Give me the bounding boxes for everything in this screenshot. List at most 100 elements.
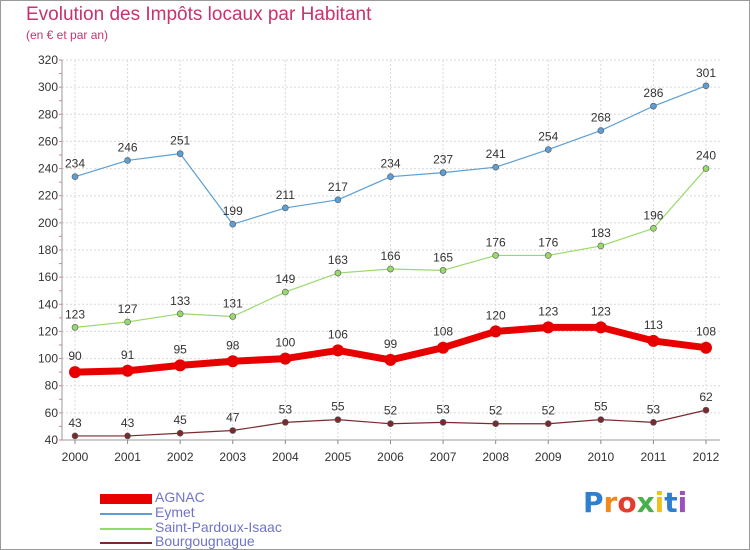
data-point-bourgougnague	[702, 406, 710, 414]
data-label-eymet: 237	[433, 153, 453, 167]
data-label-bourgougnague: 53	[436, 402, 450, 416]
data-label-agnac: 106	[328, 327, 348, 341]
y-tick-label: 140	[38, 297, 58, 311]
data-point-agnac	[69, 366, 81, 379]
data-label-bourgougnague: 55	[594, 400, 608, 414]
y-tick-label: 200	[38, 216, 58, 230]
data-point-agnac	[647, 334, 660, 347]
legend-label: Eymet	[155, 504, 195, 520]
y-tick-label: 100	[38, 352, 58, 366]
data-point-saint-pardoux-isaac	[71, 324, 79, 331]
data-point-agnac	[226, 355, 239, 368]
data-point-eymet	[71, 173, 79, 181]
legend-swatch	[100, 494, 152, 504]
y-tick-label: 160	[38, 270, 58, 284]
data-label-eymet: 251	[170, 134, 190, 148]
legend-swatch	[100, 513, 152, 515]
data-label-bourgougnague: 47	[226, 411, 240, 425]
data-label-eymet: 286	[643, 86, 663, 100]
data-point-saint-pardoux-isaac	[387, 265, 394, 273]
data-label-bourgougnague: 43	[68, 416, 82, 430]
data-point-agnac	[437, 341, 450, 354]
data-point-bourgougnague	[71, 432, 79, 440]
y-tick-label: 80	[45, 379, 59, 393]
data-label-bourgougnague: 52	[542, 404, 556, 418]
data-point-saint-pardoux-isaac	[439, 267, 447, 274]
data-point-bourgougnague	[597, 416, 605, 423]
data-point-eymet	[544, 146, 552, 153]
data-point-bourgougnague	[124, 432, 131, 440]
data-label-agnac: 95	[173, 342, 187, 356]
y-tick-label: 320	[38, 53, 58, 67]
data-point-bourgougnague	[387, 420, 394, 428]
data-point-eymet	[702, 82, 710, 90]
y-tick-label: 220	[38, 189, 58, 203]
data-point-eymet	[597, 127, 605, 134]
legend-swatch	[100, 542, 152, 544]
data-label-saint-pardoux-isaac: 123	[65, 307, 85, 321]
legend-label: Bourgougnague	[155, 533, 255, 549]
logo-letter: P	[583, 486, 604, 519]
x-tick-label: 2012	[693, 450, 720, 464]
data-label-agnac: 99	[384, 337, 398, 351]
data-label-bourgougnague: 43	[121, 416, 135, 430]
data-label-saint-pardoux-isaac: 165	[433, 250, 453, 264]
data-label-agnac: 91	[121, 348, 135, 362]
data-label-saint-pardoux-isaac: 127	[118, 302, 138, 316]
data-point-eymet	[124, 157, 131, 164]
data-point-agnac	[594, 321, 607, 334]
logo-letter: t	[664, 486, 678, 519]
data-label-eymet: 268	[591, 111, 611, 125]
x-tick-label: 2011	[641, 450, 667, 464]
data-point-eymet	[650, 102, 657, 110]
chart-subtitle: (en € et par an)	[26, 28, 109, 42]
data-label-bourgougnague: 53	[279, 402, 293, 416]
data-label-saint-pardoux-isaac: 176	[538, 235, 558, 249]
data-label-eymet: 241	[486, 147, 506, 161]
data-point-eymet	[387, 173, 394, 181]
data-point-eymet	[439, 169, 447, 176]
x-tick-label: 2009	[535, 450, 562, 464]
y-tick-label: 260	[38, 134, 58, 148]
data-label-eymet: 199	[223, 204, 243, 218]
data-point-bourgougnague	[650, 419, 657, 426]
data-label-agnac: 113	[644, 318, 663, 332]
data-point-bourgougnague	[544, 420, 552, 428]
data-label-eymet: 234	[380, 157, 400, 171]
logo-letter: i	[677, 486, 688, 519]
data-point-saint-pardoux-isaac	[597, 242, 605, 250]
data-label-bourgougnague: 53	[647, 402, 661, 416]
data-label-saint-pardoux-isaac: 240	[696, 149, 716, 163]
data-point-agnac	[174, 359, 187, 372]
data-point-saint-pardoux-isaac	[282, 288, 289, 296]
data-label-bourgougnague: 52	[489, 404, 503, 418]
data-point-bourgougnague	[492, 420, 499, 428]
y-tick-label: 300	[38, 80, 58, 94]
x-tick-label: 2006	[377, 450, 404, 464]
data-point-agnac	[279, 352, 292, 365]
data-label-agnac: 98	[226, 338, 240, 352]
data-label-bourgougnague: 55	[331, 400, 345, 414]
data-label-agnac: 90	[68, 349, 82, 363]
x-tick-label: 2003	[219, 450, 246, 464]
y-tick-label: 40	[45, 433, 59, 447]
x-tick-label: 2000	[62, 450, 89, 464]
data-point-saint-pardoux-isaac	[176, 310, 184, 318]
data-label-eymet: 301	[696, 66, 716, 80]
data-point-bourgougnague	[439, 419, 447, 426]
data-label-bourgougnague: 45	[173, 413, 187, 427]
data-point-eymet	[176, 150, 184, 157]
data-point-saint-pardoux-isaac	[702, 165, 710, 172]
x-tick-label: 2010	[587, 450, 614, 464]
data-point-saint-pardoux-isaac	[544, 252, 552, 259]
data-label-eymet: 234	[65, 157, 85, 171]
data-point-agnac	[331, 344, 344, 357]
data-label-eymet: 211	[276, 188, 295, 202]
data-label-agnac: 123	[538, 304, 558, 318]
data-point-eymet	[334, 196, 342, 204]
data-point-saint-pardoux-isaac	[229, 313, 237, 320]
y-tick-label: 280	[38, 107, 58, 121]
data-point-saint-pardoux-isaac	[124, 318, 131, 326]
data-label-saint-pardoux-isaac: 163	[328, 253, 348, 267]
data-label-saint-pardoux-isaac: 149	[275, 272, 295, 286]
